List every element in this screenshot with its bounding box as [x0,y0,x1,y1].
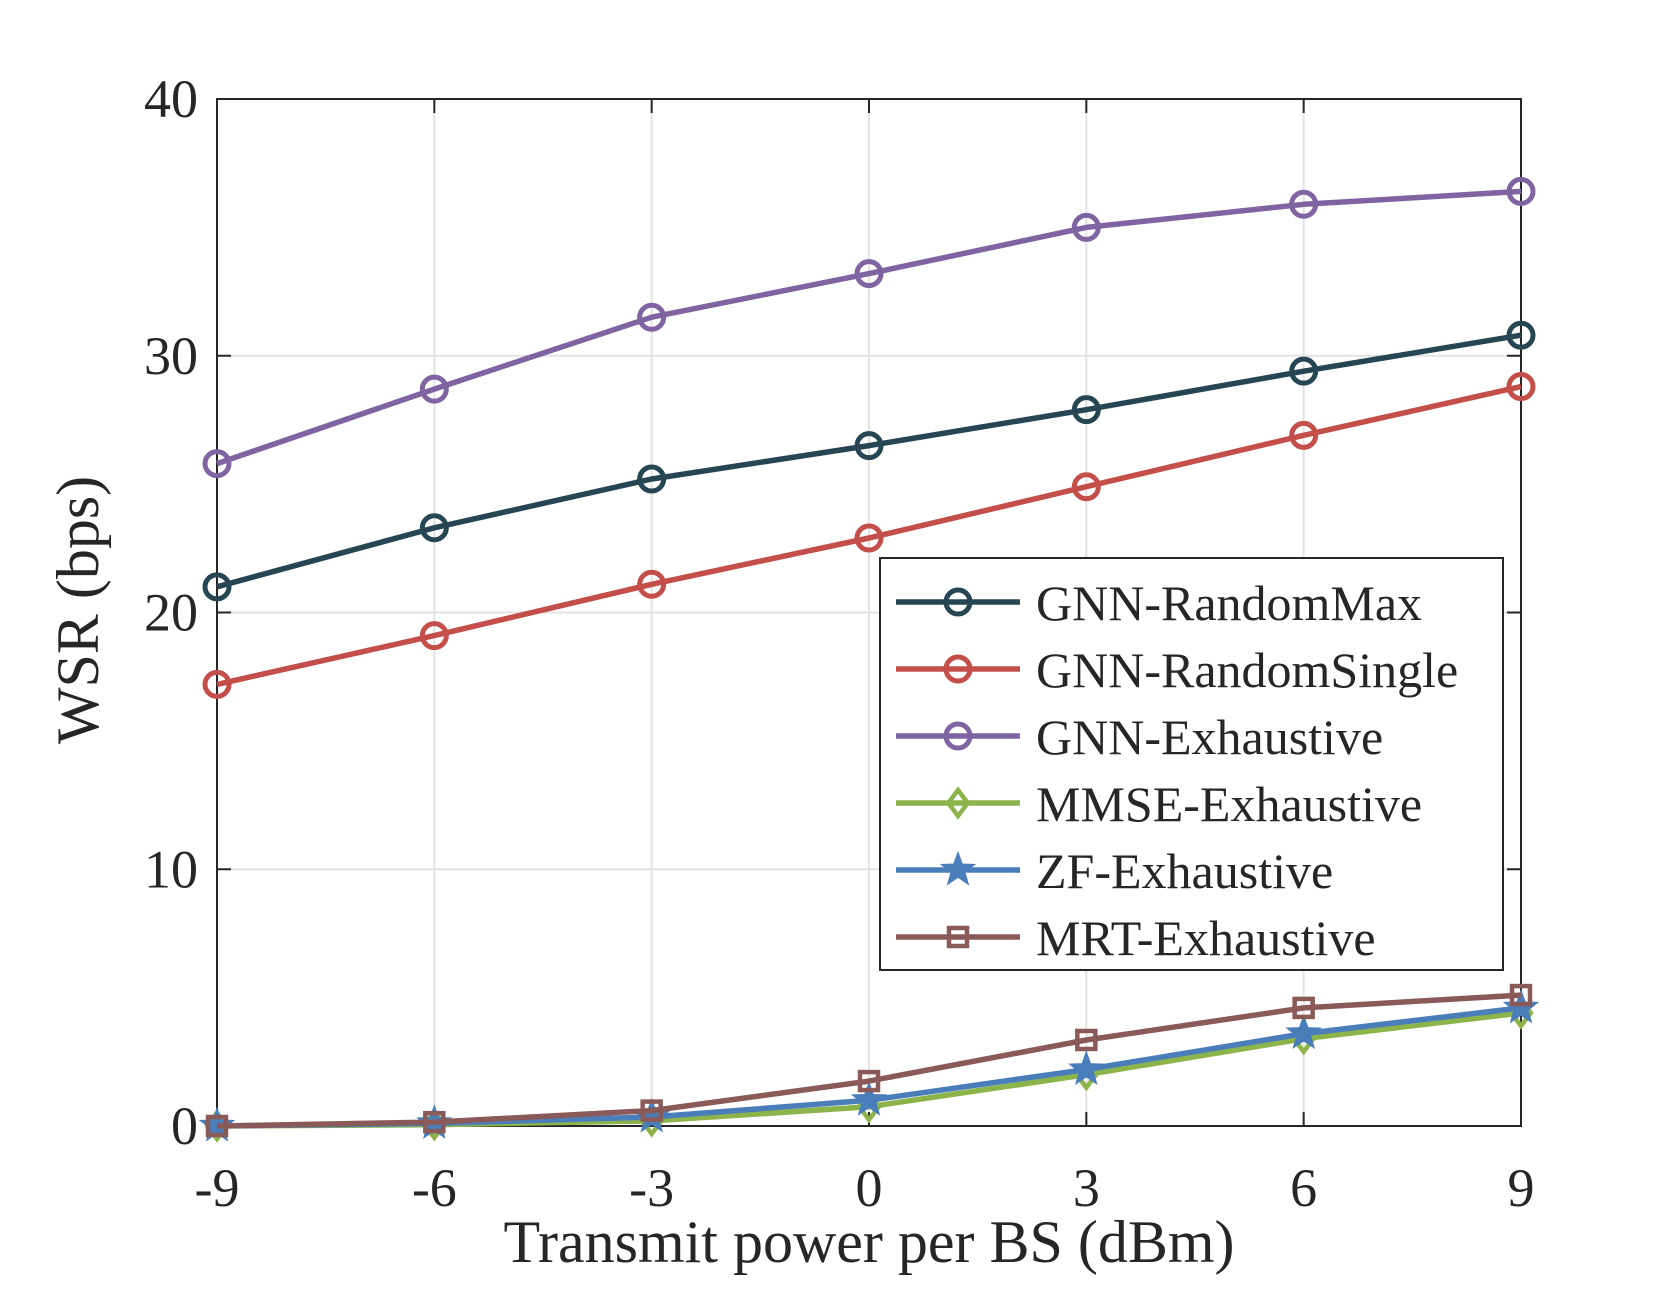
legend: GNN-RandomMax GNN-RandomSingle GNN-Exhaust… [879,557,1504,971]
legend-marker [943,587,973,617]
data-point [419,374,449,404]
data-point [1071,395,1101,425]
legend-label: GNN-RandomMax [1036,575,1422,631]
data-point [640,1099,663,1122]
data-point [1289,420,1319,450]
data-point [854,523,884,553]
legend-label: MMSE-Exhaustive [1036,776,1422,832]
legend-label: GNN-Exhaustive [1036,709,1383,765]
legend-label: MRT-Exhaustive [1036,910,1376,966]
x-tick-label: 3 [1073,1158,1100,1218]
data-point [1285,1014,1322,1050]
data-point [1506,176,1536,206]
x-tick-label: 6 [1290,1158,1317,1218]
legend-entry: GNN-RandomMax [896,575,1422,631]
legend-entry: ZF-Exhaustive [896,843,1333,899]
data-point [850,1081,888,1116]
y-tick-label: 10 [144,839,198,899]
data-point [854,431,884,461]
y-axis-label: WSR (bps) [45,476,111,744]
data-point [1289,356,1319,386]
legend-entry: GNN-RandomSingle [896,642,1458,698]
data-point [857,1069,881,1093]
x-tick-label: -6 [412,1158,457,1218]
legend-marker [943,721,973,751]
x-tick-label: -3 [629,1158,674,1218]
y-tick-label: 40 [144,69,198,129]
data-point [1506,320,1536,350]
data-point [637,464,667,494]
data-point [1509,983,1533,1007]
series-line [216,383,1522,688]
data-point [854,259,884,289]
legend-label: ZF-Exhaustive [1036,843,1333,899]
legend-label: GNN-RandomSingle [1036,642,1458,698]
series-line [216,992,1522,1129]
data-point [1292,996,1315,1020]
legend-marker [943,654,973,684]
data-point [1071,212,1101,242]
series-gnn-randommax [202,320,1536,602]
legend-entry: MMSE-Exhaustive [896,776,1422,832]
legend-marker [946,925,970,949]
data-point [202,669,232,699]
series-line [216,188,1522,467]
legend-entry: GNN-Exhaustive [896,709,1383,765]
x-tick-label: 0 [856,1158,883,1218]
data-point [1068,1050,1105,1086]
series-gnn-randomsingle [202,372,1536,699]
data-point [419,513,449,543]
data-point [1071,472,1101,502]
legend-marker [939,850,977,886]
series-layer [198,176,1540,1143]
data-point [637,302,667,332]
data-point [1075,1028,1098,1052]
data-point [423,1110,446,1134]
data-point [637,569,667,599]
series-line [216,332,1522,590]
legend-box [879,557,1504,971]
legend-entry: MRT-Exhaustive [896,910,1376,966]
x-axis-label: Transmit power per BS (dBm) [503,1209,1234,1275]
y-tick-label: 30 [144,326,198,386]
data-point [202,449,232,479]
series-gnn-exhaustive [202,176,1536,479]
data-point [205,1114,229,1138]
series-mrt-exhaustive [205,983,1533,1138]
x-tick-label: -9 [195,1158,240,1218]
legend-marker [945,786,971,820]
data-point [202,572,232,602]
y-tick-label: 0 [171,1096,198,1156]
data-point [1506,372,1536,402]
data-point [419,621,449,651]
data-point [1289,189,1319,219]
x-tick-label: 9 [1508,1158,1535,1218]
y-tick-label: 20 [144,583,198,643]
